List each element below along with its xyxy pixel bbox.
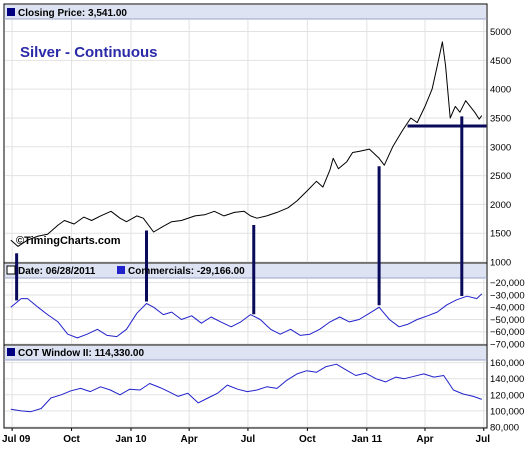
chart-title: Silver - Continuous [20, 44, 158, 61]
x-tick-label: Jan 11 [352, 434, 383, 445]
commercials-label: Commercials: -29,166.00 [128, 266, 245, 277]
panels-layer: 1000 1500 2000 2500 3000 3500 4000 4500 5000 −20,… [2, 3, 525, 445]
date-label-box-icon [6, 265, 16, 275]
panel-label-strip [5, 346, 486, 360]
y-tick-label: −60,000 [490, 327, 525, 338]
panel-frame [3, 3, 488, 264]
y-tick-label: 5000 [490, 27, 511, 38]
x-tick-label: Oct [63, 434, 80, 445]
x-tick-label: Jul [476, 434, 491, 445]
y-tick-label: 4000 [490, 85, 511, 96]
y-tick-label: 1000 [490, 258, 511, 269]
x-tick-label: Apr [181, 434, 198, 445]
cot-label-box-icon [7, 348, 15, 356]
closing-price-label: Closing Price: 3,541.00 [18, 8, 127, 19]
y-tick-label: 3000 [490, 142, 511, 153]
y-tick-label: 80,000 [490, 423, 519, 434]
y-tick-label: 100,000 [490, 406, 524, 417]
y-tick-label: −70,000 [490, 340, 525, 351]
panel-label-strip [5, 264, 486, 278]
y-tick-label: 3500 [490, 113, 511, 124]
x-tick-label: Jul [241, 434, 256, 445]
x-tick-label: Jul 09 [2, 434, 31, 445]
y-tick-label: 4500 [490, 56, 511, 67]
panel-label-strip [5, 5, 486, 19]
lines-layer [10, 41, 483, 413]
series-line [10, 41, 483, 247]
annotation-layer [15, 116, 487, 315]
commercials-label-box-icon [117, 266, 125, 274]
y-tick-label: −50,000 [490, 315, 525, 326]
y-tick-label: 140,000 [490, 374, 524, 385]
y-tick-label: 1500 [490, 229, 511, 240]
y-tick-label: 120,000 [490, 390, 524, 401]
series-line [10, 293, 483, 339]
y-tick-label: −30,000 [490, 290, 525, 301]
cot-window-label: COT Window II: 114,330.00 [18, 348, 144, 359]
series-line [10, 363, 482, 413]
y-tick-label: 2000 [490, 200, 511, 211]
y-tick-label: 2500 [490, 171, 511, 182]
price-label-box-icon [7, 8, 15, 16]
x-tick-label: Oct [299, 434, 316, 445]
date-label: Date: 06/28/2011 [18, 266, 96, 277]
y-tick-label: 160,000 [490, 358, 524, 369]
x-tick-label: Apr [416, 434, 433, 445]
x-tick-label: Jan 10 [115, 434, 147, 445]
watermark: ©TimingCharts.com [16, 235, 121, 247]
y-tick-label: −40,000 [490, 303, 525, 314]
y-tick-label: −20,000 [490, 278, 525, 289]
